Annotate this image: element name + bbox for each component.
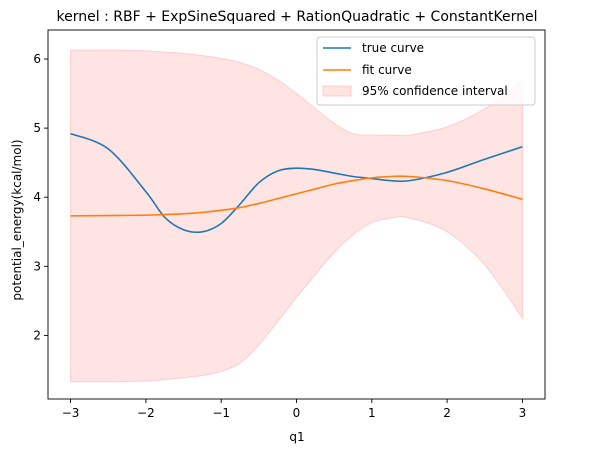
y-tick-label: 3 — [33, 259, 41, 273]
legend-confidence-swatch — [323, 86, 351, 96]
legend-confidence-label: 95% confidence interval — [362, 84, 508, 98]
y-axis: 2 3 4 5 6 — [33, 52, 48, 342]
x-tick-label: −2 — [137, 406, 155, 420]
x-axis-label: q1 — [289, 430, 304, 444]
x-tick-label: 1 — [368, 406, 376, 420]
y-tick-label: 4 — [33, 190, 41, 204]
y-tick-label: 6 — [33, 52, 41, 66]
chart-title: kernel : RBF + ExpSineSquared + RationQu… — [57, 9, 538, 25]
y-tick-label: 2 — [33, 328, 41, 342]
legend: true curve fit curve 95% confidence inte… — [317, 37, 535, 105]
x-tick-label: 2 — [443, 406, 451, 420]
x-tick-label: 0 — [293, 406, 301, 420]
x-tick-label: −3 — [62, 406, 80, 420]
y-axis-label: potential_energy(kcal/mol) — [10, 139, 24, 300]
x-tick-label: −1 — [212, 406, 230, 420]
x-tick-label: 3 — [519, 406, 527, 420]
legend-fit-curve-label: fit curve — [362, 63, 412, 77]
x-axis: −3 −2 −1 0 1 2 3 — [62, 399, 526, 420]
y-tick-label: 5 — [33, 121, 41, 135]
legend-true-curve-label: true curve — [362, 41, 424, 55]
